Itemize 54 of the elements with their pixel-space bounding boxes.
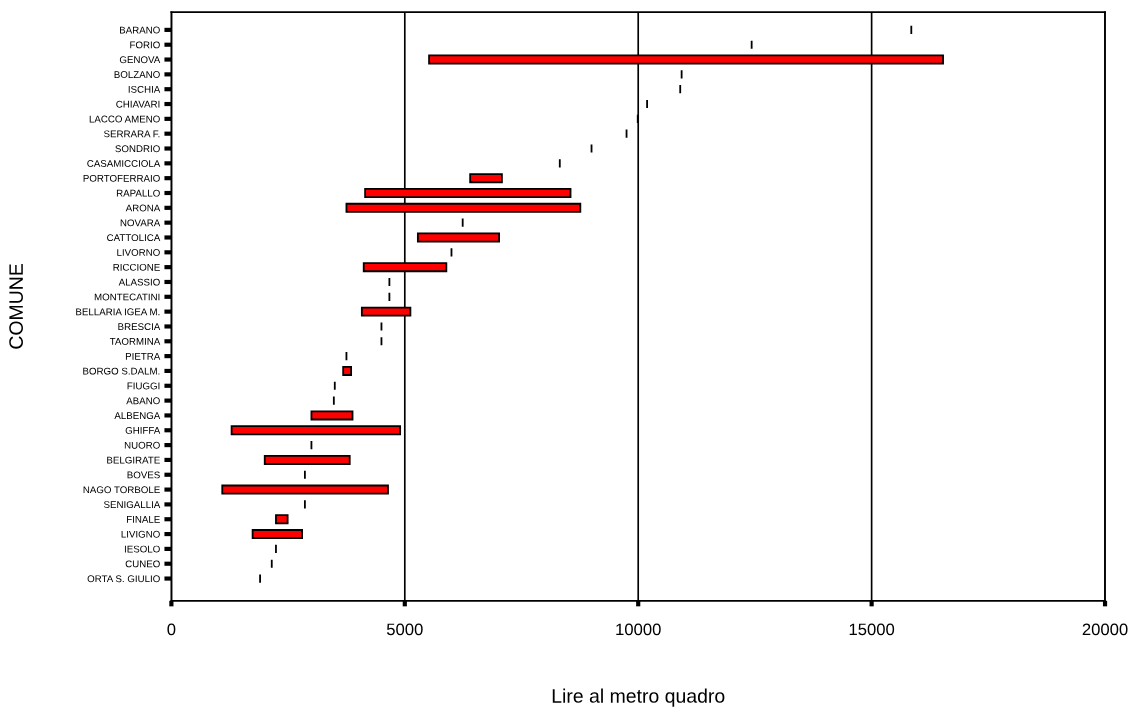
y-tick-label: NAGO TORBOLE [83, 486, 160, 494]
bar [275, 514, 289, 525]
y-tick-label: BARANO [120, 26, 160, 34]
y-tick-label: BOLZANO [114, 71, 160, 78]
y-tick-label: FORIO [130, 41, 160, 49]
y-tick-label: GENOVA [119, 56, 161, 64]
y-tick-label: CHIAVARI [116, 100, 160, 108]
y-tick-label: ALASSIO [118, 278, 160, 286]
y-tick-label: BRESCIA [118, 323, 161, 331]
y-axis-title: COMUNE [9, 264, 23, 349]
y-tick-label: BELGIRATE [107, 456, 160, 464]
y-tick-label: MONTECATINI [94, 293, 160, 301]
y-tick-label: IESOLO [124, 545, 160, 553]
y-tick-label: ALBENGA [114, 412, 161, 420]
bar [416, 232, 501, 243]
bar [221, 484, 389, 495]
y-tick-label: ABANO [126, 397, 160, 405]
bar [251, 529, 304, 540]
y-tick-label: PIETRA [125, 352, 161, 360]
y-tick-label: BORGO S.DALM. [83, 367, 160, 375]
y-tick-label: GHIFFA [125, 427, 161, 434]
y-tick-label: CATTOLICA [107, 234, 161, 242]
y-tick-label: FIUGGI [127, 382, 160, 390]
y-tick-label: RAPALLO [116, 189, 160, 197]
y-tick-label: TAORMINA [109, 338, 161, 345]
y-tick-label: LIVORNO [117, 249, 160, 256]
x-tick-label: 0 [167, 623, 176, 636]
y-tick-label: ISCHIA [128, 85, 161, 93]
x-axis-title: Lire al metro quadro [552, 688, 725, 707]
y-tick-label: NOVARA [120, 219, 161, 227]
x-tick-label: 20000 [1082, 623, 1128, 636]
bar [263, 454, 351, 465]
y-tick-label: CUNEO [125, 560, 160, 568]
y-tick-label: ORTA S. GIULIO [87, 575, 160, 583]
y-tick-label: LACCO AMENO [89, 115, 160, 123]
y-tick-label: NUORO [124, 441, 160, 449]
y-tick-label: BOVES [127, 471, 160, 479]
y-tick-label: ARONA [125, 204, 161, 212]
y-tick-label: PORTOFERRAIO [83, 174, 160, 182]
y-tick-label: BELLARIA IGEA M. [76, 308, 160, 316]
bar [342, 365, 353, 376]
y-tick-label: SERRARA F. [103, 130, 160, 138]
y-tick-label: LIVIGNO [121, 530, 160, 538]
x-tick-label: 15000 [849, 623, 895, 636]
y-tick-label: RICCIONE [113, 263, 160, 271]
y-tick-label: FINALE [127, 516, 160, 523]
y-tick-label: SONDRIO [115, 145, 160, 153]
y-tick-label: CASAMICCIOLA [87, 160, 161, 167]
bar [230, 425, 402, 436]
x-tick-label: 5000 [386, 623, 423, 636]
bar [310, 410, 354, 421]
x-tick-label: 10000 [616, 623, 661, 636]
bar [469, 173, 503, 184]
y-tick-label: SENIGALLIA [103, 501, 161, 509]
